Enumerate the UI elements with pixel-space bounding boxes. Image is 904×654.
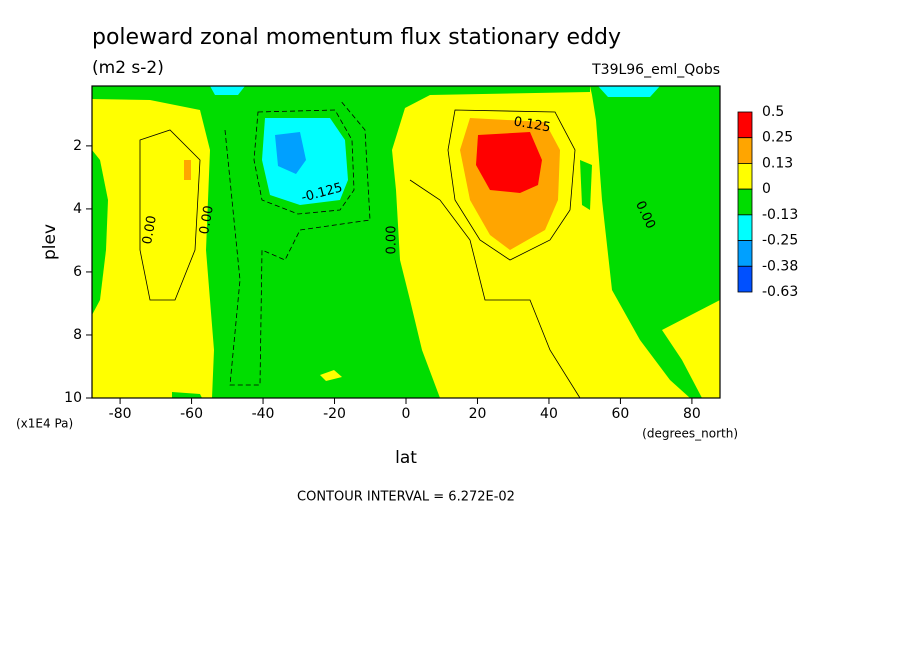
y-tick-label: 4 <box>73 201 82 217</box>
x-tick-label: 20 <box>469 406 487 422</box>
x-tick-label: 80 <box>683 406 701 422</box>
region <box>210 86 245 95</box>
x-tick-label: -20 <box>323 406 346 422</box>
region <box>662 300 720 398</box>
contour-label: 0.00 <box>197 204 217 235</box>
x-tick-label: -40 <box>252 406 275 422</box>
y-tick-label: 8 <box>73 327 82 343</box>
chart-title: poleward zonal momentum flux stationary … <box>92 25 621 50</box>
plot-area <box>91 85 721 399</box>
dataset-label: T39L96_eml_Qobs <box>591 62 720 78</box>
footer: CONTOUR INTERVAL = 6.272E-02 <box>297 490 515 505</box>
y-axis-units: (x1E4 Pa) <box>16 417 73 431</box>
region <box>580 160 592 210</box>
y-tick-label: 6 <box>73 264 82 280</box>
colorbar-label: 0 <box>762 181 771 197</box>
colorbar-label: -0.63 <box>762 284 798 300</box>
region <box>92 86 590 398</box>
y-tick-label: 10 <box>64 390 82 406</box>
contour-label: 0.125 <box>512 114 551 135</box>
region <box>172 392 202 398</box>
colorbar-label: -0.38 <box>762 258 798 274</box>
x-axis-units: (degrees_north) <box>642 427 738 441</box>
y-axis-label: plev <box>40 224 60 260</box>
x-tick-label: -80 <box>109 406 132 422</box>
region <box>184 160 191 180</box>
colorbar-swatch <box>737 265 753 293</box>
x-tick-label: -60 <box>180 406 203 422</box>
colorbar-label: -0.25 <box>762 233 798 249</box>
x-tick-label: 40 <box>540 406 558 422</box>
colorbar-swatch <box>737 188 753 216</box>
colorbar-swatch <box>737 214 753 241</box>
colorbar-swatch <box>737 163 753 190</box>
region <box>320 370 342 381</box>
region <box>476 132 542 193</box>
region <box>275 132 306 174</box>
subtitle: (m2 s-2) <box>92 58 164 78</box>
colorbar-swatch <box>737 240 753 267</box>
colorbar-label: 0.13 <box>762 155 793 171</box>
contour-label: 0.00 <box>385 226 400 255</box>
colorbar-label: 0.25 <box>762 130 793 146</box>
y-tick-label: 2 <box>73 138 82 154</box>
x-axis-label: lat <box>395 448 417 468</box>
colorbar-swatch <box>737 137 753 164</box>
region <box>598 86 660 97</box>
colorbar-label: 0.5 <box>762 104 784 120</box>
x-tick-label: 60 <box>612 406 630 422</box>
contour-label: 0.00 <box>140 214 160 245</box>
x-tick-label: 0 <box>402 406 411 422</box>
region <box>92 150 108 315</box>
colorbar-label: -0.13 <box>762 207 798 223</box>
colorbar-swatch <box>737 111 753 139</box>
